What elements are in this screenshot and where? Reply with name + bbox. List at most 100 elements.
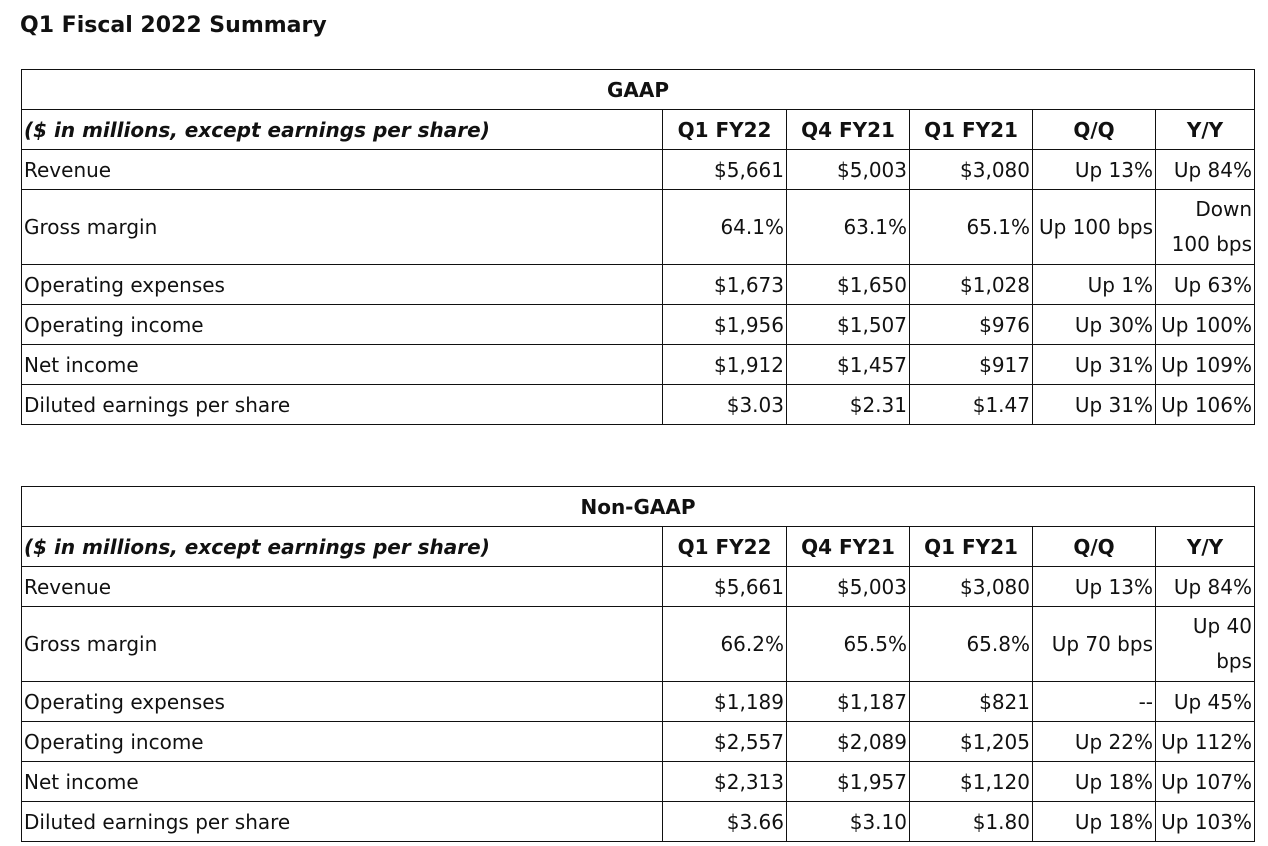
table-row: Operating income $2,557 $2,089 $1,205 Up…	[21, 721, 1255, 762]
column-header-q1-fy21: Q1 FY21	[909, 526, 1033, 567]
page-title: Q1 Fiscal 2022 Summary	[20, 13, 327, 38]
table-title: Non-GAAP	[21, 486, 1255, 527]
cell-value: Up 1%	[1032, 264, 1156, 305]
cell-value: --	[1032, 681, 1156, 722]
row-label: Net income	[21, 761, 663, 802]
cell-value: $5,003	[786, 566, 910, 607]
cell-value: Up 40 bps	[1155, 606, 1255, 682]
cell-value: $1,028	[909, 264, 1033, 305]
column-header-qq: Q/Q	[1032, 526, 1156, 567]
table-row: Operating income $1,956 $1,507 $976 Up 3…	[21, 304, 1255, 345]
cell-value: $1,189	[662, 681, 787, 722]
table-row: Gross margin 66.2% 65.5% 65.8% Up 70 bps…	[21, 606, 1255, 682]
cell-value: $5,661	[662, 566, 787, 607]
table-row: Gross margin 64.1% 63.1% 65.1% Up 100 bp…	[21, 189, 1255, 265]
cell-value: Up 13%	[1032, 566, 1156, 607]
cell-value: $3.10	[786, 801, 910, 842]
cell-value: $1,120	[909, 761, 1033, 802]
cell-value: $3,080	[909, 566, 1033, 607]
column-header-q1-fy22: Q1 FY22	[662, 526, 787, 567]
cell-value: $5,003	[786, 149, 910, 190]
cell-value: Up 30%	[1032, 304, 1156, 345]
cell-value: $917	[909, 344, 1033, 385]
cell-value: Up 84%	[1155, 149, 1255, 190]
column-header-q1-fy21: Q1 FY21	[909, 109, 1033, 150]
cell-value: Up 106%	[1155, 384, 1255, 425]
cell-value: $2.31	[786, 384, 910, 425]
cell-value: Up 70 bps	[1032, 606, 1156, 682]
cell-value: $3.66	[662, 801, 787, 842]
cell-value: Up 112%	[1155, 721, 1255, 762]
table-row: Net income $1,912 $1,457 $917 Up 31% Up …	[21, 344, 1255, 385]
cell-value: Up 84%	[1155, 566, 1255, 607]
cell-value: $1.47	[909, 384, 1033, 425]
cell-value: $2,313	[662, 761, 787, 802]
table-row: Revenue $5,661 $5,003 $3,080 Up 13% Up 8…	[21, 566, 1255, 607]
table-title-row: GAAP	[21, 69, 1255, 110]
cell-value: Up 100%	[1155, 304, 1255, 345]
table-row: Diluted earnings per share $3.66 $3.10 $…	[21, 801, 1255, 842]
column-header-description: ($ in millions, except earnings per shar…	[21, 109, 663, 150]
cell-value: Up 109%	[1155, 344, 1255, 385]
row-label: Revenue	[21, 149, 663, 190]
cell-value: $1,957	[786, 761, 910, 802]
row-label: Operating expenses	[21, 681, 663, 722]
cell-value: $821	[909, 681, 1033, 722]
cell-value: $1.80	[909, 801, 1033, 842]
row-label: Net income	[21, 344, 663, 385]
cell-value: Up 103%	[1155, 801, 1255, 842]
cell-value: $2,557	[662, 721, 787, 762]
cell-value: 65.5%	[786, 606, 910, 682]
cell-value: 65.1%	[909, 189, 1033, 265]
table-row: Net income $2,313 $1,957 $1,120 Up 18% U…	[21, 761, 1255, 802]
row-label: Operating expenses	[21, 264, 663, 305]
row-label: Diluted earnings per share	[21, 801, 663, 842]
cell-value: $3,080	[909, 149, 1033, 190]
cell-value: $1,187	[786, 681, 910, 722]
column-header-q1-fy22: Q1 FY22	[662, 109, 787, 150]
non-gaap-summary-table: Non-GAAP ($ in millions, except earnings…	[21, 486, 1255, 842]
cell-value: $1,457	[786, 344, 910, 385]
cell-value: Up 100 bps	[1032, 189, 1156, 265]
cell-value: $1,650	[786, 264, 910, 305]
cell-value: $1,956	[662, 304, 787, 345]
cell-value: 66.2%	[662, 606, 787, 682]
column-header-description: ($ in millions, except earnings per shar…	[21, 526, 663, 567]
cell-value: 64.1%	[662, 189, 787, 265]
column-header-qq: Q/Q	[1032, 109, 1156, 150]
cell-value: $976	[909, 304, 1033, 345]
cell-value: Up 107%	[1155, 761, 1255, 802]
table-row: Diluted earnings per share $3.03 $2.31 $…	[21, 384, 1255, 425]
column-header-q4-fy21: Q4 FY21	[786, 109, 910, 150]
column-header-yy: Y/Y	[1155, 526, 1255, 567]
table-row: Revenue $5,661 $5,003 $3,080 Up 13% Up 8…	[21, 149, 1255, 190]
table-title-row: Non-GAAP	[21, 486, 1255, 527]
table-header-row: ($ in millions, except earnings per shar…	[21, 526, 1255, 567]
column-header-q4-fy21: Q4 FY21	[786, 526, 910, 567]
gaap-summary-table: GAAP ($ in millions, except earnings per…	[21, 69, 1255, 425]
row-label: Diluted earnings per share	[21, 384, 663, 425]
cell-value: 65.8%	[909, 606, 1033, 682]
cell-value: Up 18%	[1032, 761, 1156, 802]
column-header-yy: Y/Y	[1155, 109, 1255, 150]
cell-value: $5,661	[662, 149, 787, 190]
cell-value: Up 22%	[1032, 721, 1156, 762]
cell-value: $1,673	[662, 264, 787, 305]
cell-value: Up 31%	[1032, 344, 1156, 385]
cell-value: Up 45%	[1155, 681, 1255, 722]
table-title: GAAP	[21, 69, 1255, 110]
cell-value: $1,205	[909, 721, 1033, 762]
cell-value: Down 100 bps	[1155, 189, 1255, 265]
cell-value: $3.03	[662, 384, 787, 425]
row-label: Operating income	[21, 304, 663, 345]
cell-value: Up 31%	[1032, 384, 1156, 425]
row-label: Operating income	[21, 721, 663, 762]
cell-value: Up 18%	[1032, 801, 1156, 842]
table-row: Operating expenses $1,673 $1,650 $1,028 …	[21, 264, 1255, 305]
cell-value: Up 13%	[1032, 149, 1156, 190]
row-label: Gross margin	[21, 606, 663, 682]
table-header-row: ($ in millions, except earnings per shar…	[21, 109, 1255, 150]
row-label: Revenue	[21, 566, 663, 607]
cell-value: $2,089	[786, 721, 910, 762]
table-row: Operating expenses $1,189 $1,187 $821 --…	[21, 681, 1255, 722]
